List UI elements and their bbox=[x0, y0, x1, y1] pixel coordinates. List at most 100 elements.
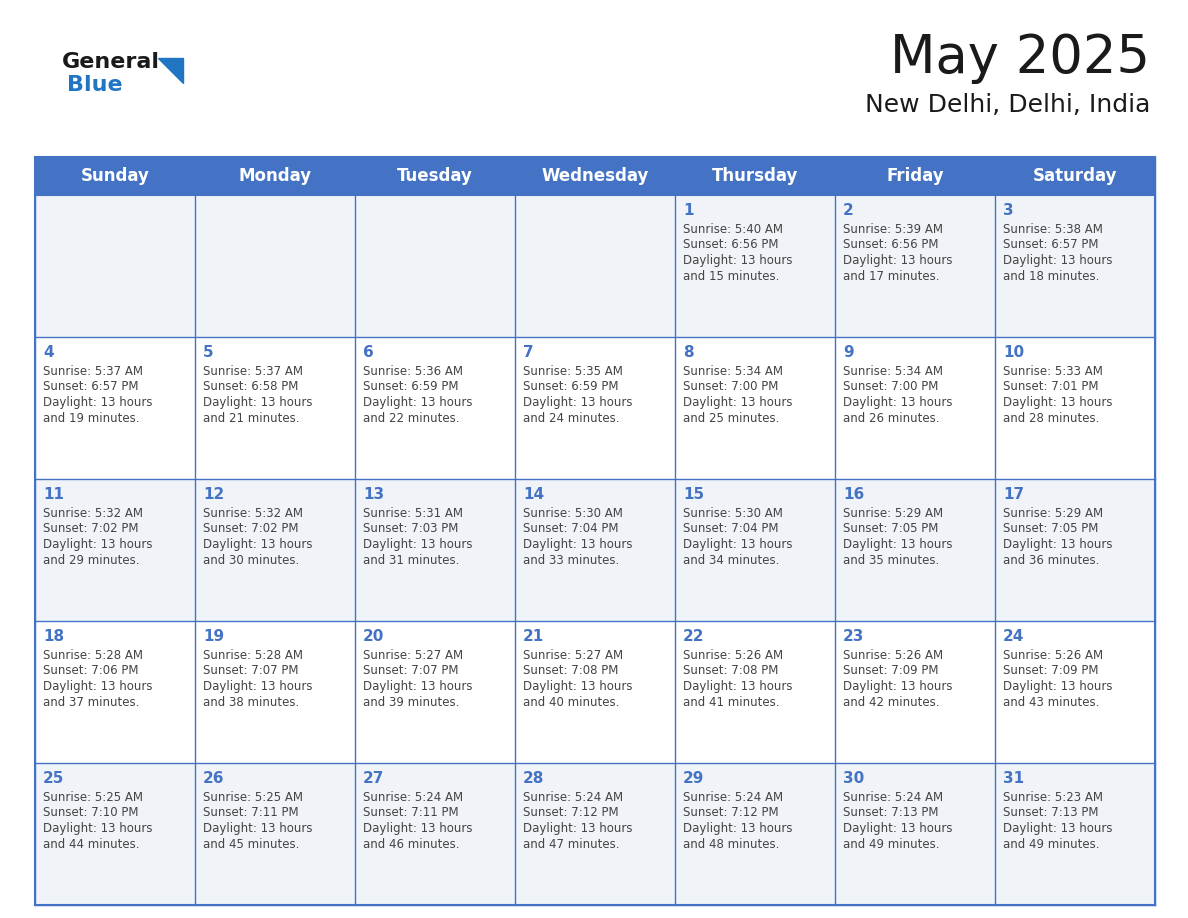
Text: Sunset: 6:58 PM: Sunset: 6:58 PM bbox=[203, 380, 298, 394]
Text: Daylight: 13 hours: Daylight: 13 hours bbox=[683, 680, 792, 693]
Text: and 25 minutes.: and 25 minutes. bbox=[683, 411, 779, 424]
Text: Daylight: 13 hours: Daylight: 13 hours bbox=[364, 396, 473, 409]
Text: and 17 minutes.: and 17 minutes. bbox=[843, 270, 940, 283]
Bar bbox=[675, 337, 835, 479]
Text: 13: 13 bbox=[364, 487, 384, 502]
Text: Thursday: Thursday bbox=[712, 167, 798, 185]
Text: Monday: Monday bbox=[239, 167, 311, 185]
Text: Sunrise: 5:23 AM: Sunrise: 5:23 AM bbox=[1003, 791, 1102, 804]
Text: Daylight: 13 hours: Daylight: 13 hours bbox=[364, 680, 473, 693]
Text: 22: 22 bbox=[683, 629, 704, 644]
Text: Sunset: 7:02 PM: Sunset: 7:02 PM bbox=[43, 522, 139, 535]
Text: and 24 minutes.: and 24 minutes. bbox=[523, 411, 619, 424]
Text: 27: 27 bbox=[364, 771, 385, 786]
Bar bbox=[516, 195, 675, 337]
Text: and 42 minutes.: and 42 minutes. bbox=[843, 696, 940, 709]
Bar bbox=[34, 157, 1155, 905]
Text: Sunset: 6:59 PM: Sunset: 6:59 PM bbox=[523, 380, 619, 394]
Text: Sunrise: 5:37 AM: Sunrise: 5:37 AM bbox=[203, 365, 303, 378]
Text: 24: 24 bbox=[1003, 629, 1024, 644]
Bar bbox=[195, 763, 355, 905]
Text: 31: 31 bbox=[1003, 771, 1024, 786]
Text: and 38 minutes.: and 38 minutes. bbox=[203, 696, 299, 709]
Text: Sunset: 7:04 PM: Sunset: 7:04 PM bbox=[683, 522, 778, 535]
Text: Sunrise: 5:30 AM: Sunrise: 5:30 AM bbox=[683, 507, 783, 520]
Text: Sunrise: 5:30 AM: Sunrise: 5:30 AM bbox=[523, 507, 623, 520]
Text: Sunrise: 5:26 AM: Sunrise: 5:26 AM bbox=[843, 649, 943, 662]
Text: Sunset: 7:02 PM: Sunset: 7:02 PM bbox=[203, 522, 298, 535]
Text: Sunset: 7:08 PM: Sunset: 7:08 PM bbox=[683, 665, 778, 677]
Bar bbox=[835, 337, 996, 479]
Text: and 34 minutes.: and 34 minutes. bbox=[683, 554, 779, 566]
Bar bbox=[996, 479, 1155, 621]
Text: and 43 minutes.: and 43 minutes. bbox=[1003, 696, 1099, 709]
Text: Saturday: Saturday bbox=[1032, 167, 1117, 185]
Text: Sunset: 7:00 PM: Sunset: 7:00 PM bbox=[683, 380, 778, 394]
Text: and 45 minutes.: and 45 minutes. bbox=[203, 837, 299, 850]
Text: 23: 23 bbox=[843, 629, 865, 644]
Text: and 46 minutes.: and 46 minutes. bbox=[364, 837, 460, 850]
Text: Daylight: 13 hours: Daylight: 13 hours bbox=[683, 538, 792, 551]
Text: and 31 minutes.: and 31 minutes. bbox=[364, 554, 460, 566]
Bar bbox=[675, 479, 835, 621]
Text: Sunset: 7:11 PM: Sunset: 7:11 PM bbox=[364, 807, 459, 820]
Text: May 2025: May 2025 bbox=[890, 32, 1150, 84]
Text: Daylight: 13 hours: Daylight: 13 hours bbox=[203, 680, 312, 693]
Text: 17: 17 bbox=[1003, 487, 1024, 502]
Text: 18: 18 bbox=[43, 629, 64, 644]
Bar bbox=[355, 621, 516, 763]
Text: 4: 4 bbox=[43, 345, 53, 360]
Text: New Delhi, Delhi, India: New Delhi, Delhi, India bbox=[865, 93, 1150, 117]
Text: Daylight: 13 hours: Daylight: 13 hours bbox=[843, 538, 953, 551]
Bar bbox=[675, 621, 835, 763]
Bar bbox=[996, 763, 1155, 905]
Text: Daylight: 13 hours: Daylight: 13 hours bbox=[203, 822, 312, 835]
Text: Sunrise: 5:33 AM: Sunrise: 5:33 AM bbox=[1003, 365, 1102, 378]
Text: Tuesday: Tuesday bbox=[397, 167, 473, 185]
Text: Daylight: 13 hours: Daylight: 13 hours bbox=[364, 538, 473, 551]
Text: Sunset: 7:00 PM: Sunset: 7:00 PM bbox=[843, 380, 939, 394]
Text: Sunset: 7:07 PM: Sunset: 7:07 PM bbox=[364, 665, 459, 677]
Text: Sunset: 7:09 PM: Sunset: 7:09 PM bbox=[1003, 665, 1099, 677]
Bar bbox=[34, 337, 195, 479]
Text: and 49 minutes.: and 49 minutes. bbox=[1003, 837, 1100, 850]
Bar bbox=[195, 337, 355, 479]
Text: Sunset: 7:01 PM: Sunset: 7:01 PM bbox=[1003, 380, 1099, 394]
Text: 5: 5 bbox=[203, 345, 214, 360]
Text: 16: 16 bbox=[843, 487, 864, 502]
Bar bbox=[675, 195, 835, 337]
Text: Sunset: 6:59 PM: Sunset: 6:59 PM bbox=[364, 380, 459, 394]
Text: Daylight: 13 hours: Daylight: 13 hours bbox=[843, 822, 953, 835]
Bar bbox=[355, 337, 516, 479]
Bar bbox=[835, 479, 996, 621]
Text: Sunrise: 5:40 AM: Sunrise: 5:40 AM bbox=[683, 223, 783, 236]
Text: Sunset: 7:09 PM: Sunset: 7:09 PM bbox=[843, 665, 939, 677]
Text: Sunrise: 5:35 AM: Sunrise: 5:35 AM bbox=[523, 365, 623, 378]
Text: Sunrise: 5:26 AM: Sunrise: 5:26 AM bbox=[1003, 649, 1104, 662]
Text: Daylight: 13 hours: Daylight: 13 hours bbox=[1003, 822, 1112, 835]
Text: 20: 20 bbox=[364, 629, 385, 644]
Text: and 48 minutes.: and 48 minutes. bbox=[683, 837, 779, 850]
Text: 1: 1 bbox=[683, 203, 694, 218]
Text: Daylight: 13 hours: Daylight: 13 hours bbox=[523, 396, 632, 409]
Text: and 26 minutes.: and 26 minutes. bbox=[843, 411, 940, 424]
Text: Sunset: 7:08 PM: Sunset: 7:08 PM bbox=[523, 665, 619, 677]
Text: Daylight: 13 hours: Daylight: 13 hours bbox=[43, 680, 152, 693]
Text: 28: 28 bbox=[523, 771, 544, 786]
Text: Sunrise: 5:38 AM: Sunrise: 5:38 AM bbox=[1003, 223, 1102, 236]
Text: Sunrise: 5:31 AM: Sunrise: 5:31 AM bbox=[364, 507, 463, 520]
Text: 14: 14 bbox=[523, 487, 544, 502]
Text: Sunrise: 5:24 AM: Sunrise: 5:24 AM bbox=[683, 791, 783, 804]
Text: Daylight: 13 hours: Daylight: 13 hours bbox=[843, 254, 953, 267]
Text: 26: 26 bbox=[203, 771, 225, 786]
Bar bbox=[195, 479, 355, 621]
Text: 15: 15 bbox=[683, 487, 704, 502]
Text: Sunrise: 5:39 AM: Sunrise: 5:39 AM bbox=[843, 223, 943, 236]
Text: and 47 minutes.: and 47 minutes. bbox=[523, 837, 619, 850]
Text: Sunday: Sunday bbox=[81, 167, 150, 185]
Text: 10: 10 bbox=[1003, 345, 1024, 360]
Bar bbox=[835, 157, 996, 195]
Text: 29: 29 bbox=[683, 771, 704, 786]
Text: Sunrise: 5:34 AM: Sunrise: 5:34 AM bbox=[683, 365, 783, 378]
Text: Sunset: 7:04 PM: Sunset: 7:04 PM bbox=[523, 522, 619, 535]
